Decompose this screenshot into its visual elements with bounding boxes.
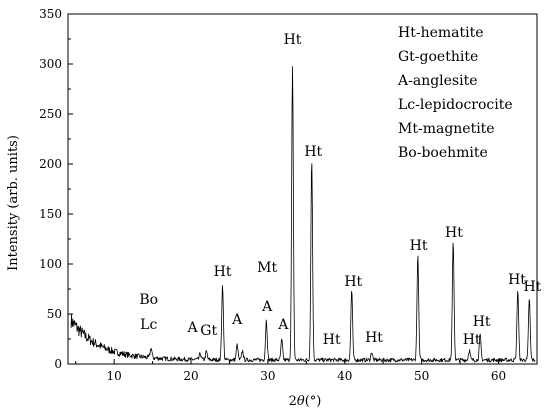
- x-axis-title-unit: (°): [305, 394, 322, 409]
- y-tick-label: 100: [39, 257, 62, 271]
- peak-label: Ht: [508, 272, 526, 288]
- x-tick-label: 60: [491, 369, 506, 383]
- legend: Ht-hematite Gt-goethite A-anglesite Lc-lepi…: [397, 25, 513, 161]
- y-axis: 0 50 100 150 200 250 300 350: [39, 7, 73, 371]
- peak-label: A: [231, 312, 243, 328]
- legend-item: A-anglesite: [397, 73, 478, 89]
- xrd-pattern-line: [70, 66, 536, 363]
- x-tick-label: 50: [414, 369, 429, 383]
- x-tick-label: 20: [183, 369, 198, 383]
- plot-frame: [67, 13, 538, 365]
- x-tick-label: 10: [106, 369, 121, 383]
- peak-label: Mt: [257, 260, 277, 276]
- x-axis-title: 2θ(°): [289, 394, 322, 409]
- legend-item: Gt-goethite: [398, 49, 478, 65]
- plot-border: [67, 13, 538, 365]
- y-tick-label: 300: [39, 57, 62, 71]
- peak-label: A: [277, 317, 289, 333]
- x-axis-title-symbol: θ: [297, 394, 305, 409]
- y-tick-label: 150: [39, 207, 62, 221]
- peak-label: Ht: [284, 32, 302, 48]
- peak-label: Ht: [445, 225, 463, 241]
- y-tick-label: 350: [39, 7, 62, 21]
- peak-label: Ht: [463, 332, 481, 348]
- y-tick-label: 50: [47, 307, 62, 321]
- x-axis: 10 20 30 40 50 60: [75, 359, 506, 383]
- peak-label: Ht: [410, 238, 428, 254]
- peak-label: A: [186, 320, 198, 336]
- legend-item: Bo-boehmite: [398, 145, 488, 161]
- y-tick-label: 250: [39, 107, 62, 121]
- peak-label: Gt: [200, 323, 217, 339]
- peak-label: Ht: [523, 279, 541, 295]
- legend-item: Mt-magnetite: [398, 121, 495, 137]
- peak-label: Ht: [365, 330, 383, 346]
- peak-label: A: [261, 299, 273, 315]
- peak-label: Ht: [344, 274, 362, 290]
- peak-label: Lc: [140, 317, 157, 333]
- peak-label: Ht: [323, 332, 341, 348]
- peak-label: Ht: [473, 314, 491, 330]
- legend-item: Lc-lepidocrocite: [398, 97, 513, 113]
- x-axis-title-prefix: 2: [289, 394, 297, 409]
- peak-label: Ht: [304, 144, 322, 160]
- legend-item: Ht-hematite: [398, 25, 484, 41]
- x-tick-label: 30: [260, 369, 275, 383]
- y-tick-label: 200: [39, 157, 62, 171]
- y-axis-title: Intensity (arb. units): [6, 135, 21, 271]
- x-tick-label: 40: [337, 369, 352, 383]
- y-tick-label: 0: [54, 357, 62, 371]
- peak-label: Bo: [139, 292, 158, 308]
- peak-label: Ht: [214, 264, 232, 280]
